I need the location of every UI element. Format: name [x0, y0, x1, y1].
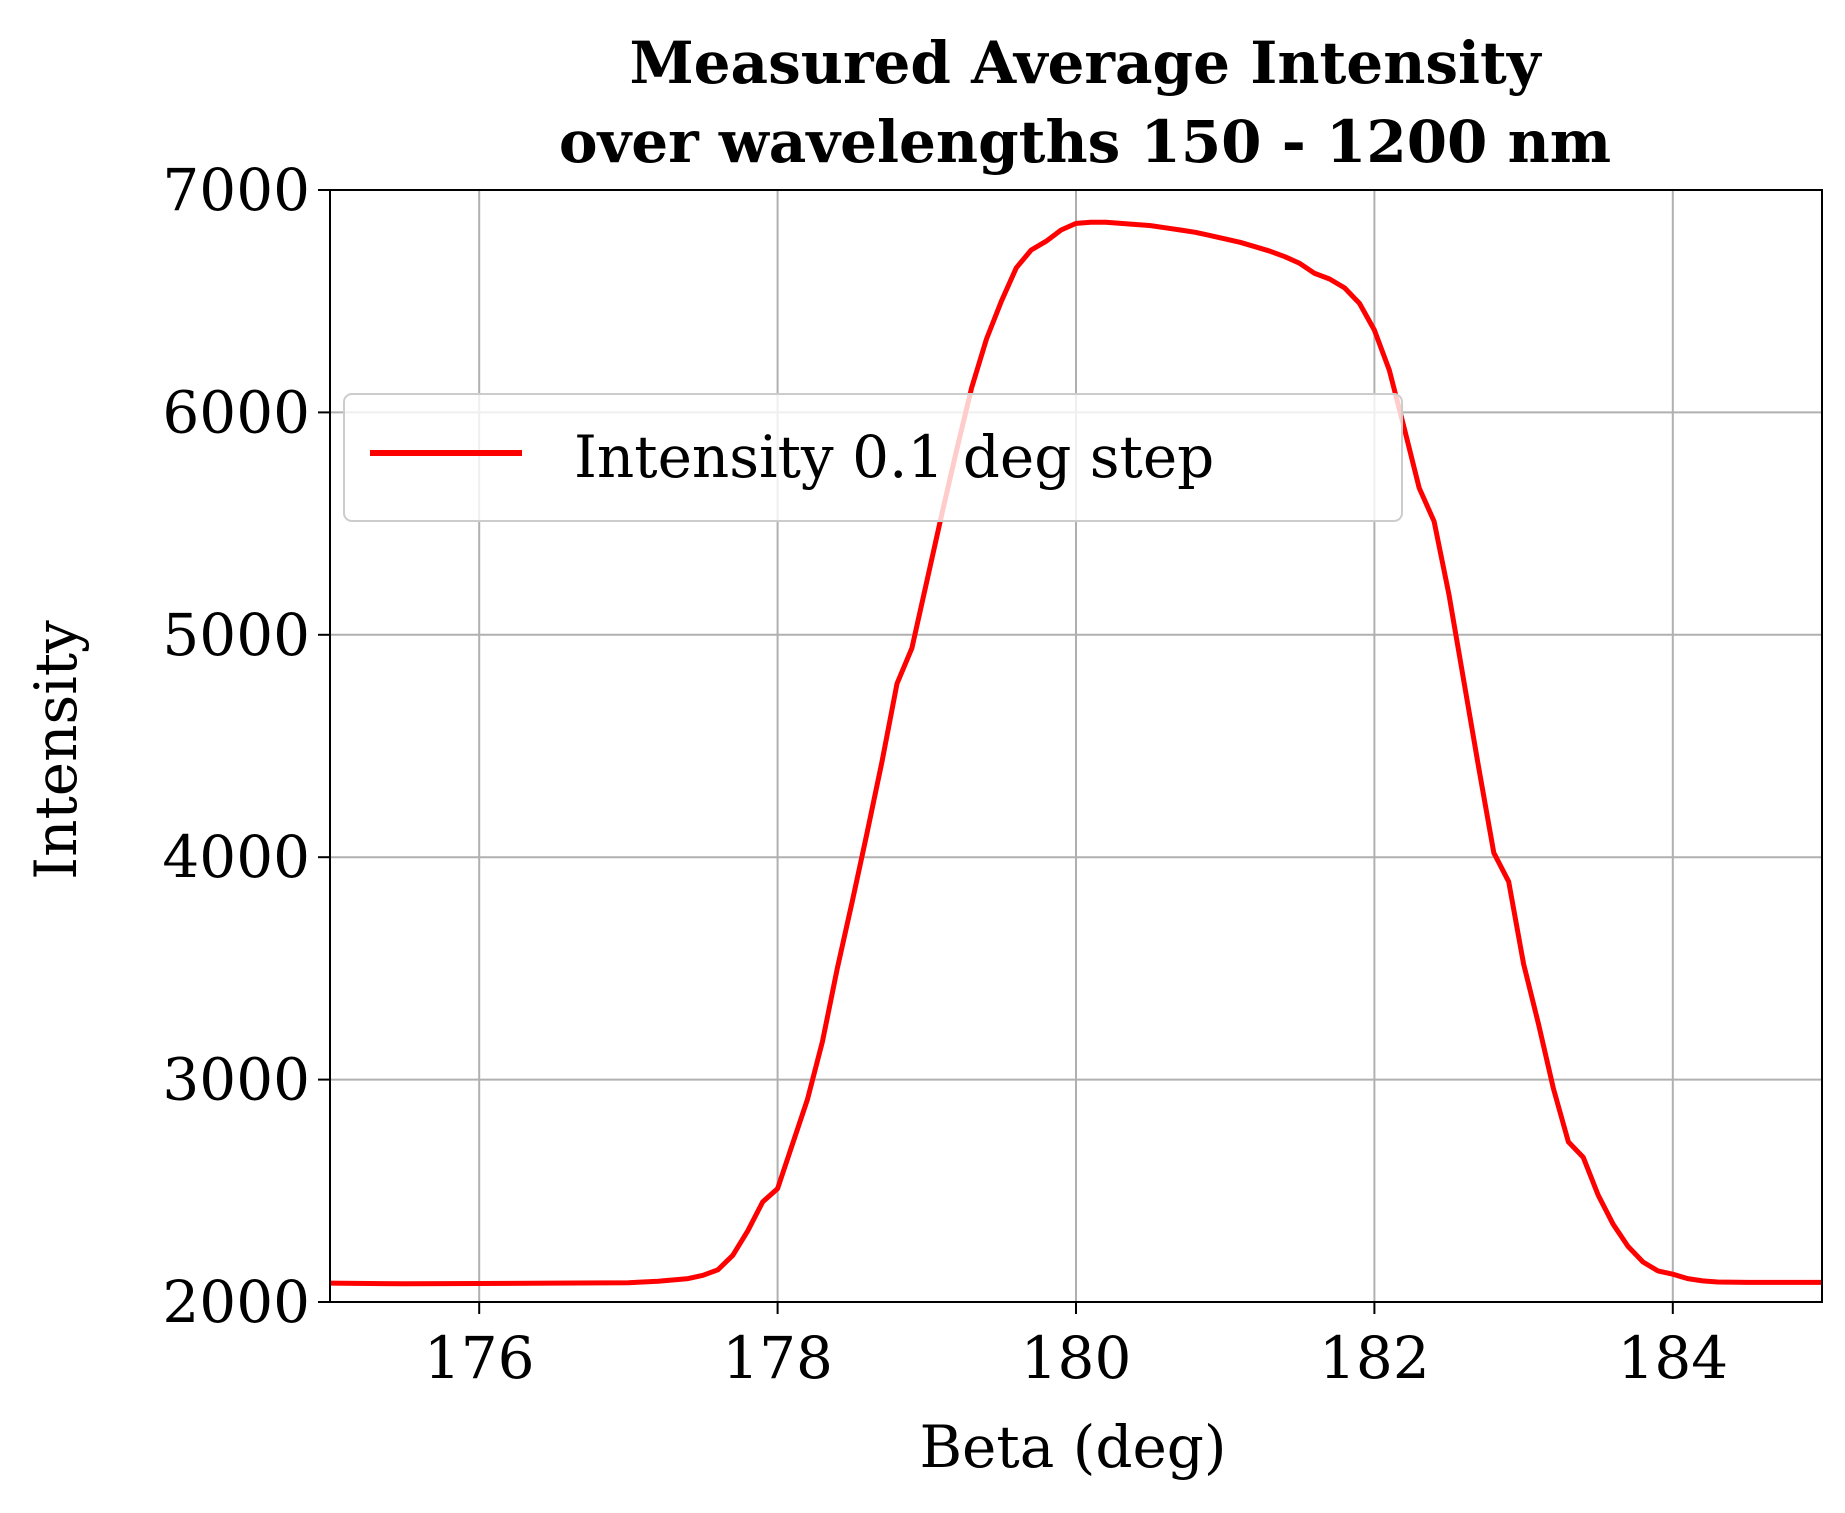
y-tick-label: 3000: [162, 1046, 310, 1114]
x-tick-label: 176: [424, 1324, 535, 1392]
x-tick-label: 184: [1617, 1324, 1728, 1392]
legend: Intensity 0.1 deg step: [343, 393, 1403, 522]
y-tick-label: 2000: [162, 1268, 310, 1336]
series-group: [329, 219, 1822, 1287]
chart-title-line-2: over wavelengths 150 - 1200 nm: [559, 108, 1611, 176]
legend-label: Intensity 0.1 deg step: [574, 423, 1214, 491]
y-tick-label: 7000: [162, 156, 310, 224]
series-line-intensity: [329, 219, 1822, 1287]
y-tick-label: 5000: [162, 601, 310, 669]
x-tick-label: 180: [1021, 1324, 1132, 1392]
x-tick-label: 182: [1319, 1324, 1430, 1392]
y-axis-label: Intensity: [22, 620, 90, 880]
chart-title-line-1: Measured Average Intensity: [629, 29, 1542, 97]
grid: [330, 190, 1822, 1302]
ticks: 176 178 180 182 184 2000 3000 4000 5000 6000 7000: [162, 156, 1728, 1392]
x-tick-label: 178: [722, 1324, 833, 1392]
legend-box: [343, 393, 1403, 522]
y-tick-label: 4000: [162, 823, 310, 891]
y-tick-label: 6000: [162, 378, 310, 446]
x-axis-label: Beta (deg): [919, 1413, 1226, 1481]
